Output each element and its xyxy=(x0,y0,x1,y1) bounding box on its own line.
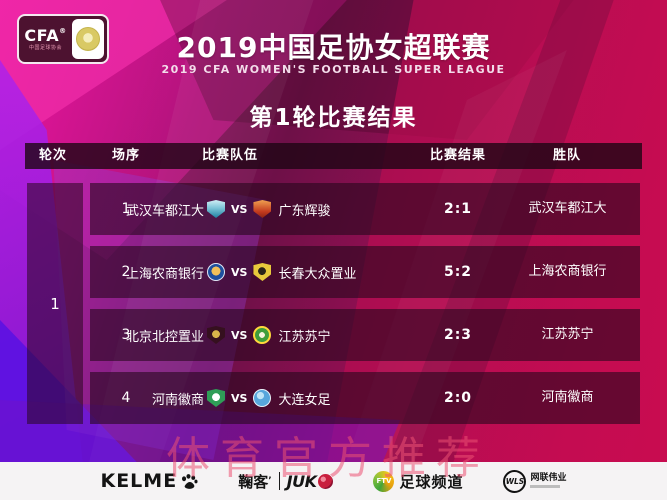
table-row: 1 武汉车都江大 VS 广东辉骏 2:1 武汉车都江大 xyxy=(90,183,640,235)
wls-cn-text: 网联伟业 xyxy=(530,473,567,483)
jiangsu-suning-badge-icon xyxy=(253,326,272,344)
vs-label: VS xyxy=(231,328,248,342)
page-title: 2019中国足协女超联赛 xyxy=(176,31,491,64)
registered-mark: ® xyxy=(59,26,67,35)
col-header-result: 比赛结果 xyxy=(429,148,486,163)
section-title: 第1轮比赛结果 xyxy=(249,105,418,131)
teams-cell: 武汉车都江大 VS 广东辉骏 xyxy=(118,183,330,235)
gold-ball-icon xyxy=(76,27,100,51)
winner-name: 河南徽商 xyxy=(541,390,594,405)
cfa-logo-text: CFA® 中国足球协会 xyxy=(19,25,72,51)
round-cell: 1 xyxy=(27,183,83,424)
cfa-emblem xyxy=(72,19,104,59)
beijing-bg-badge-icon xyxy=(207,326,225,344)
winner-name: 江苏苏宁 xyxy=(541,327,594,342)
col-header-match: 场序 xyxy=(111,148,140,163)
match-number: 4 xyxy=(121,390,131,406)
home-team-name: 上海农商银行 xyxy=(125,266,204,282)
match-score: 2:3 xyxy=(443,327,473,343)
table-row: 4 河南徽商 VS 大连女足 2:0 河南徽商 xyxy=(90,372,640,424)
col-header-teams: 比赛队伍 xyxy=(201,148,258,163)
match-score: 2:0 xyxy=(443,390,473,406)
table-row: 2 上海农商银行 VS 长春大众置业 5:2 上海农商银行 xyxy=(90,246,640,298)
vs-label: VS xyxy=(231,202,248,216)
col-header-round: 轮次 xyxy=(38,148,67,163)
wls-circle-icon: WLS xyxy=(503,469,527,493)
home-team-name: 河南徽商 xyxy=(151,392,204,408)
match-score: 5:2 xyxy=(443,264,473,280)
cfa-abbr: CFA xyxy=(24,25,60,45)
home-team-name: 北京北控置业 xyxy=(125,329,204,345)
match-score: 2:1 xyxy=(443,201,473,217)
table-header: 轮次 场序 比赛队伍 比赛结果 胜队 xyxy=(25,143,642,169)
cfa-caption: 中国足球协会 xyxy=(28,44,62,51)
away-team-name: 江苏苏宁 xyxy=(278,329,331,345)
shanghai-rcb-badge-icon xyxy=(207,263,225,281)
table-row: 3 北京北控置业 VS 江苏苏宁 2:3 江苏苏宁 xyxy=(90,309,640,361)
vs-label: VS xyxy=(231,265,248,279)
home-team-name: 武汉车都江大 xyxy=(125,203,204,219)
page-subtitle: 2019 CFA WOMEN'S FOOTBALL SUPER LEAGUE xyxy=(161,63,506,76)
match-number: 1 xyxy=(121,201,131,217)
away-team-name: 长春大众置业 xyxy=(278,266,357,282)
dalian-women-badge-icon xyxy=(253,389,272,407)
teams-cell: 河南徽商 VS 大连女足 xyxy=(118,372,330,424)
teams-cell: 北京北控置业 VS 江苏苏宁 xyxy=(118,309,330,361)
changchun-dazhong-badge-icon xyxy=(253,263,272,281)
match-number: 2 xyxy=(121,264,131,280)
winner-name: 武汉车都江大 xyxy=(528,201,607,216)
henan-huishang-badge-icon xyxy=(207,389,225,407)
away-team-name: 大连女足 xyxy=(278,392,331,408)
guangdong-huijun-badge-icon xyxy=(253,200,272,218)
winner-name: 上海农商银行 xyxy=(528,264,607,279)
wuhan-jiangda-badge-icon xyxy=(207,200,225,218)
teams-cell: 上海农商银行 VS 长春大众置业 xyxy=(118,246,356,298)
col-header-winner: 胜队 xyxy=(552,148,581,163)
watermark-text: 体育官方推荐 xyxy=(166,433,490,484)
vs-label: VS xyxy=(231,391,248,405)
match-number: 3 xyxy=(121,327,131,343)
sponsor-wls: WLS 网联伟业 xyxy=(503,469,567,493)
wls-subline xyxy=(530,485,561,488)
cfa-logo: CFA® 中国足球协会 xyxy=(17,14,109,64)
away-team-name: 广东辉骏 xyxy=(278,203,331,219)
